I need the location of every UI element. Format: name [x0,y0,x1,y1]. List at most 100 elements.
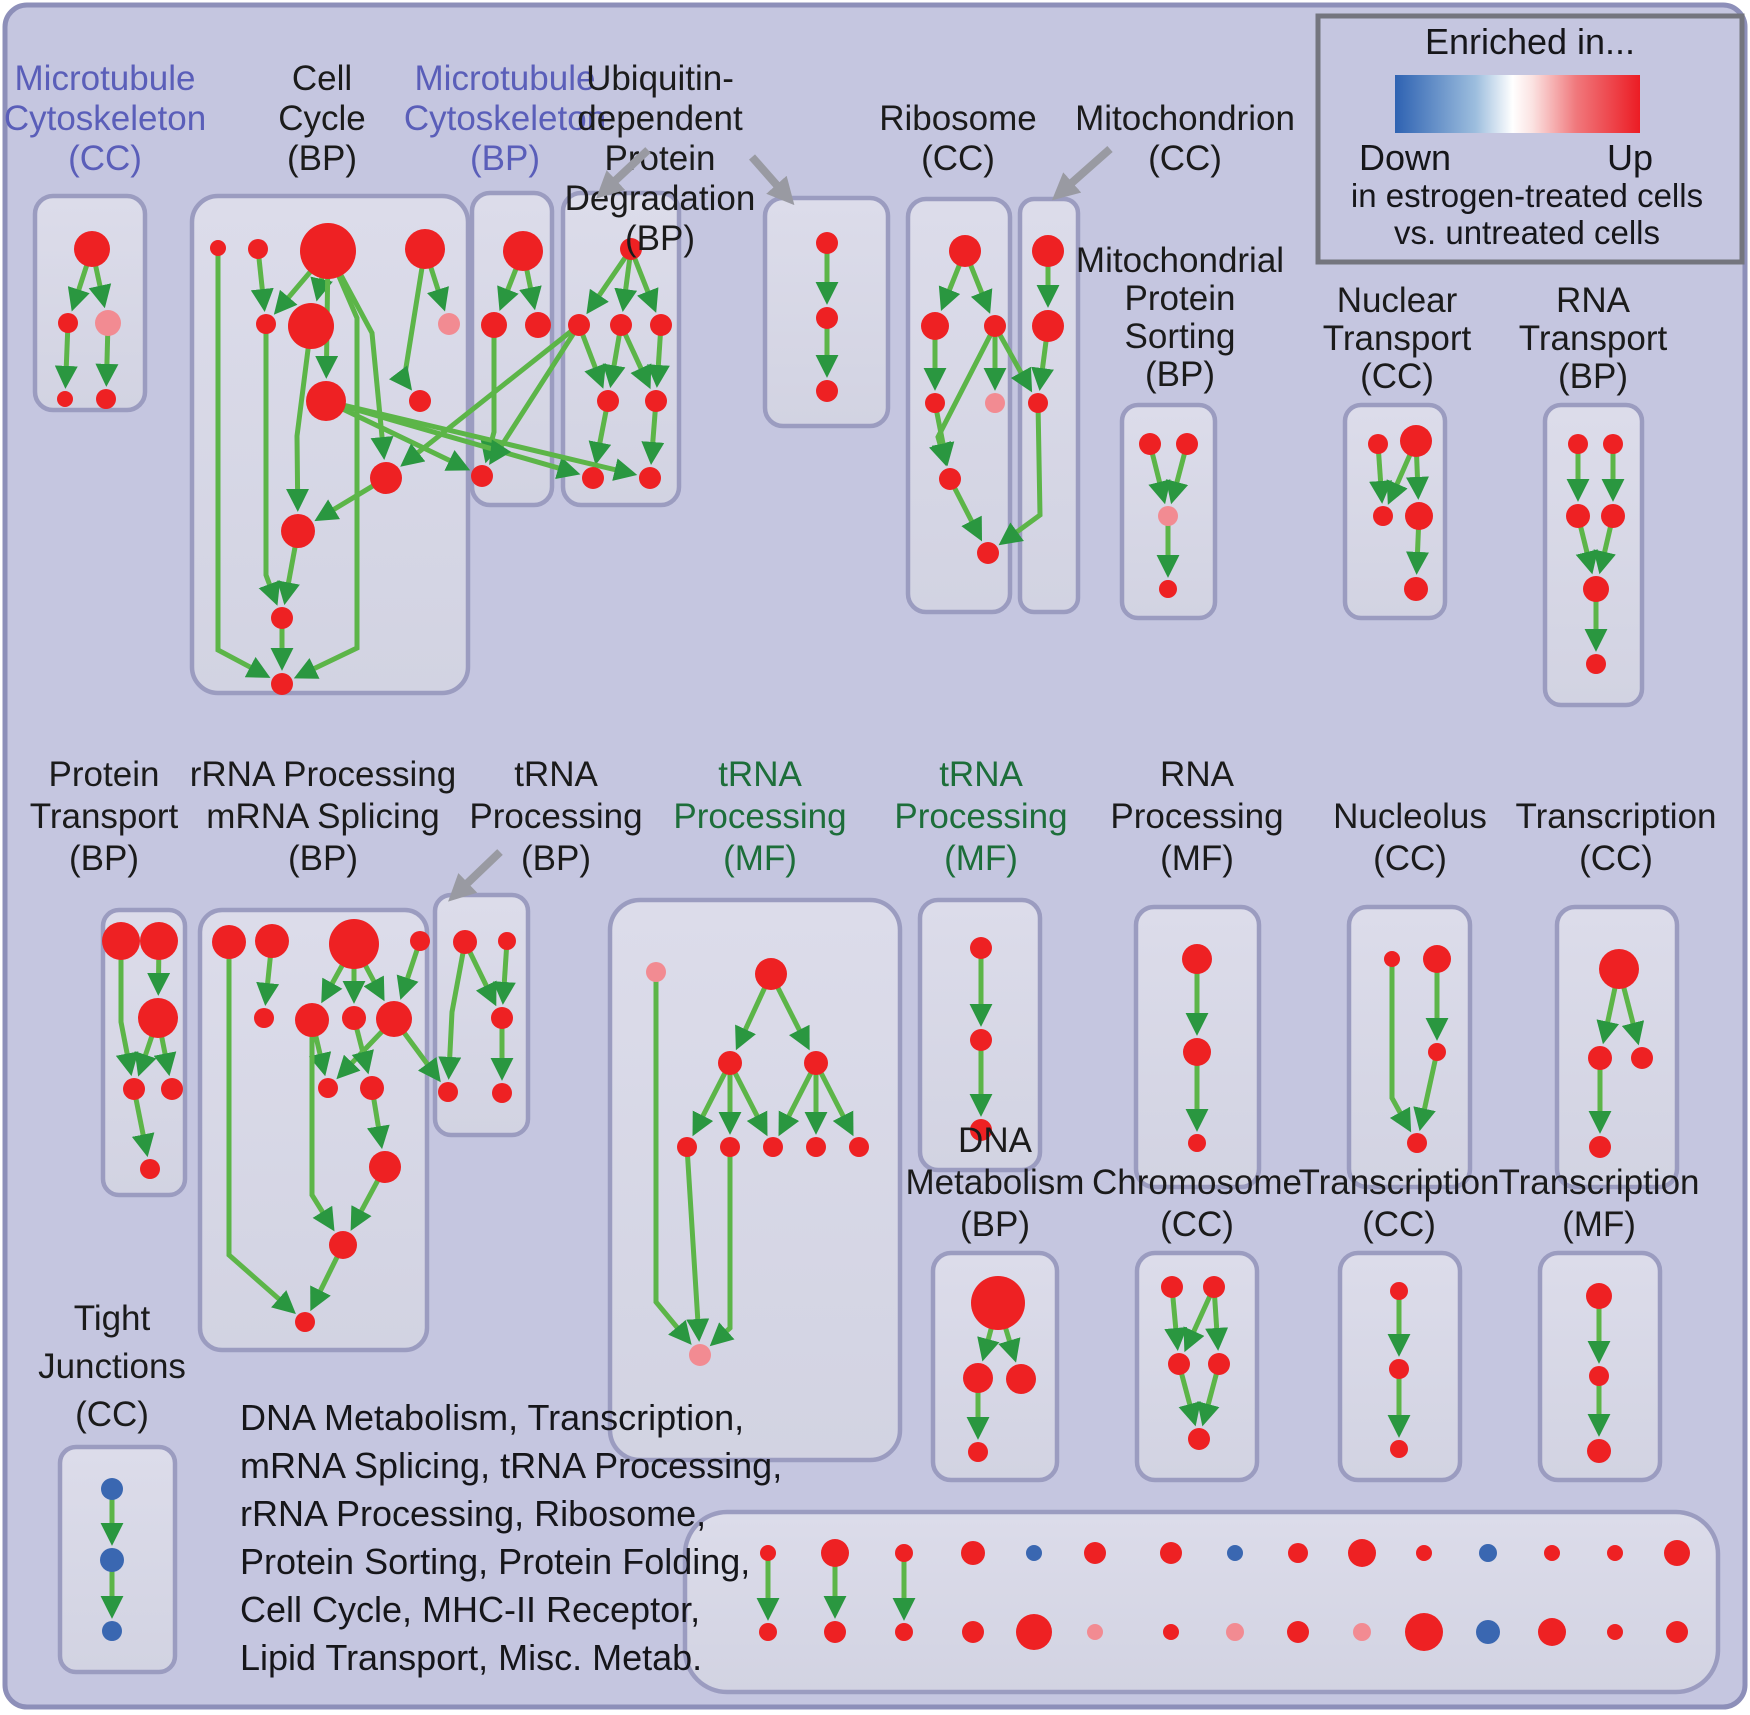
edge-tmfb-ma-to-tmfb-b1 [692,1061,733,1137]
label-pointer-arrow-0 [596,147,651,199]
node-misc-t11 [1479,1544,1497,1562]
node-tmfb-top [755,958,787,990]
label-pointer-arrow-1 [748,154,795,206]
cluster-label-trcc2-line-0: Transcription [1516,797,1717,836]
node-rrna-H [255,924,289,958]
node-rnamf-b [1183,1038,1211,1066]
cluster-box-chrom [1134,1250,1260,1483]
node-mito-m0 [1032,235,1064,267]
node-tmfb-b4 [806,1137,826,1157]
node-tmfb-b5 [849,1137,869,1157]
node-rib-r3 [925,393,945,413]
cluster-label-rnat-line-2: (BP) [1558,357,1628,396]
cluster-label-mps-line-3: (BP) [1145,355,1215,394]
edge-cc-h-to-ub1-b2 [325,398,638,481]
node-cc-f [288,303,334,349]
node-nucl-mid [1428,1043,1446,1061]
note-line-0: DNA Metabolism, Transcription, [240,1397,744,1438]
node-misc-t0 [760,1545,776,1561]
cluster-label-tj-line-1: Junctions [38,1347,186,1386]
edge-nucl-mid-to-nucl-bot [1413,1051,1440,1132]
node-misc-b5 [1087,1624,1103,1640]
node-dnam-b [968,1442,988,1462]
cluster-label-rib-line-0: Ribosome [879,99,1037,138]
node-nucl-tr [1423,945,1451,973]
cluster-label-tj-line-2: (CC) [75,1395,149,1434]
cluster-label-rnat-line-0: RNA [1556,281,1631,320]
edge-tmfb-pk-to-tmfb-bot [653,972,692,1345]
node-rrna-L [295,1003,329,1037]
node-nuct-a [1368,434,1388,454]
node-cc-e [256,314,276,334]
node-mito-x [1028,393,1048,413]
node-misc-b10 [1405,1613,1443,1651]
node-misc-b12 [1538,1618,1566,1646]
node-ub2-c [816,380,838,402]
legend-up-label: Up [1607,137,1653,178]
edge-tmfb-mb-to-tmfb-b5 [813,1061,854,1137]
edge-ub1-m1-to-cc-j [400,323,581,467]
node-misc-t9 [1348,1539,1376,1567]
cluster-box-misc [682,1509,1721,1695]
node-misc-b13 [1607,1624,1623,1640]
cluster-label-rrna-line-0: rRNA Processing [190,755,456,794]
node-rrna-K [254,1008,274,1028]
cluster-label-cc-line-2: (BP) [287,139,357,178]
node-chrom-tr [1203,1276,1225,1298]
node-tj-b [100,1548,124,1572]
node-misc-t4 [1026,1545,1042,1561]
edge-cc-f-to-cc-k [286,325,314,512]
label-pointer-arrow-2 [1051,146,1113,201]
node-tmfb-pk [646,962,666,982]
cluster-label-trcc2-line-1: (CC) [1579,839,1653,878]
node-rrna-M [342,1006,366,1030]
node-trcc2-ml [1588,1046,1612,1070]
cluster-label-tj-line-0: Tight [74,1299,151,1338]
cluster-label-tmfb-line-2: (MF) [723,839,797,878]
node-misc-t14 [1664,1540,1690,1566]
node-rnamf-a [1182,944,1212,974]
node-cc-l [271,607,293,629]
node-misc-b6 [1163,1624,1179,1640]
node-mps-a [1139,433,1161,455]
node-trmf-b [1589,1366,1609,1386]
cluster-label-tmfs-line-2: (MF) [944,839,1018,878]
node-rnat-c [1566,504,1590,528]
cluster-label-ub1-line-1: dependent [577,99,743,138]
node-pt-A [102,922,140,960]
node-mtbp-u [481,312,507,338]
node-ub1-m2 [610,314,632,336]
node-mtcc-e [96,389,116,409]
node-mtcc-c [95,310,121,336]
node-pt-F [140,1159,160,1179]
node-mtbp-t [503,231,543,271]
node-misc-t6 [1160,1542,1182,1564]
cluster-label-dnam-line-1: Metabolism [906,1163,1085,1202]
cluster-label-ub1-line-0: Ubiquitin- [586,59,734,98]
node-misc-t12 [1544,1545,1560,1561]
edge-cc-e-to-cc-l [258,324,281,606]
cluster-label-nuct-line-0: Nuclear [1337,281,1458,320]
edge-ub1-m1-to-mtbp-w [489,323,582,465]
node-mps-d [1159,580,1177,598]
cluster-label-tmfs-line-0: tRNA [939,755,1023,794]
cluster-label-nucl-line-1: (CC) [1373,839,1447,878]
node-cc-b [248,239,268,259]
node-tmfs-c [970,1119,992,1141]
cluster-label-tbp-line-2: (BP) [521,839,591,878]
node-nuct-e [1404,577,1428,601]
edge-rrna-L-to-rrna-R [309,1020,335,1232]
node-rnat-d [1601,504,1625,528]
cluster-label-mps-line-2: Sorting [1125,317,1236,356]
node-tmfb-ma [718,1051,742,1075]
node-rrna-G [212,925,246,959]
node-rnat-f [1586,654,1606,674]
label-pointer-arrow-3 [448,849,503,902]
node-mtcc-a [74,231,110,267]
cluster-label-dnam-line-2: (BP) [960,1205,1030,1244]
cluster-label-mtcc-line-0: Microtubule [15,59,196,98]
node-trcc3-b [1389,1359,1409,1379]
edge-mito-x-to-rib-r6 [998,402,1043,546]
